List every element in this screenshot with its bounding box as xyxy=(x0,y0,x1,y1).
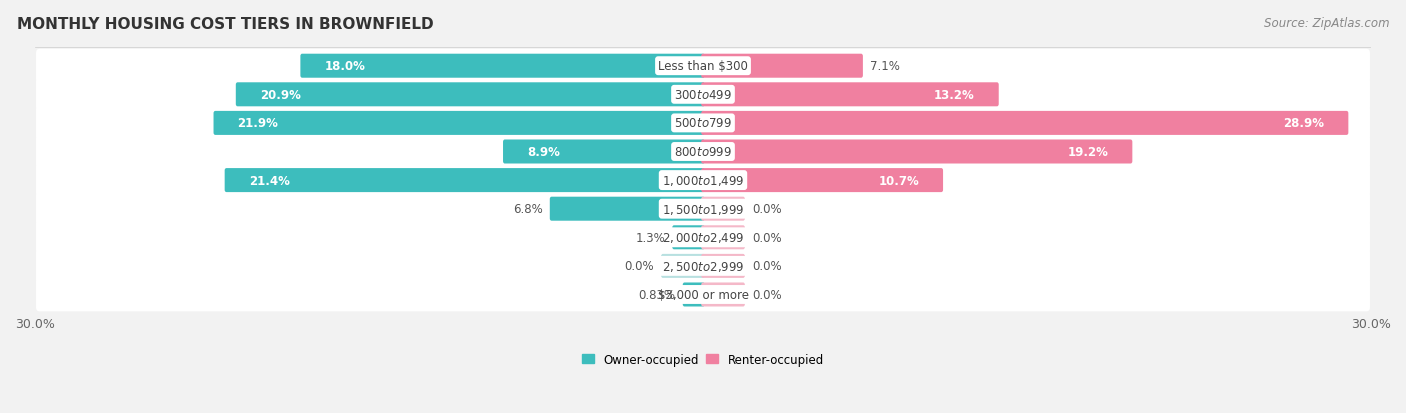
FancyBboxPatch shape xyxy=(683,283,704,307)
FancyBboxPatch shape xyxy=(702,55,863,78)
Text: 28.9%: 28.9% xyxy=(1284,117,1324,130)
FancyBboxPatch shape xyxy=(37,278,1369,311)
FancyBboxPatch shape xyxy=(225,169,704,192)
FancyBboxPatch shape xyxy=(37,221,1369,254)
Text: 7.1%: 7.1% xyxy=(870,60,900,73)
Text: 13.2%: 13.2% xyxy=(934,89,974,102)
Text: $1,500 to $1,999: $1,500 to $1,999 xyxy=(662,202,744,216)
Text: 21.9%: 21.9% xyxy=(238,117,278,130)
Text: 6.8%: 6.8% xyxy=(513,203,543,216)
FancyBboxPatch shape xyxy=(702,226,745,250)
Text: 0.0%: 0.0% xyxy=(624,260,654,273)
Text: 21.4%: 21.4% xyxy=(249,174,290,187)
Text: Less than $300: Less than $300 xyxy=(658,60,748,73)
Text: 0.0%: 0.0% xyxy=(752,203,782,216)
Text: Source: ZipAtlas.com: Source: ZipAtlas.com xyxy=(1264,17,1389,29)
Text: 0.0%: 0.0% xyxy=(752,260,782,273)
FancyBboxPatch shape xyxy=(37,192,1369,226)
FancyBboxPatch shape xyxy=(702,140,1132,164)
Text: $3,000 or more: $3,000 or more xyxy=(658,288,748,301)
Text: 10.7%: 10.7% xyxy=(879,174,920,187)
Text: $2,500 to $2,999: $2,500 to $2,999 xyxy=(662,259,744,273)
Text: $500 to $799: $500 to $799 xyxy=(673,117,733,130)
Text: 0.0%: 0.0% xyxy=(752,231,782,244)
Text: $800 to $999: $800 to $999 xyxy=(673,146,733,159)
FancyBboxPatch shape xyxy=(503,140,704,164)
Text: 20.9%: 20.9% xyxy=(260,89,301,102)
Text: 0.83%: 0.83% xyxy=(638,288,676,301)
Text: $2,000 to $2,499: $2,000 to $2,499 xyxy=(662,231,744,244)
FancyBboxPatch shape xyxy=(672,226,704,250)
FancyBboxPatch shape xyxy=(37,164,1369,197)
FancyBboxPatch shape xyxy=(702,112,1348,135)
FancyBboxPatch shape xyxy=(550,197,704,221)
FancyBboxPatch shape xyxy=(37,78,1369,112)
FancyBboxPatch shape xyxy=(37,135,1369,169)
Text: 0.0%: 0.0% xyxy=(752,288,782,301)
Text: 8.9%: 8.9% xyxy=(527,146,560,159)
FancyBboxPatch shape xyxy=(301,55,704,78)
FancyBboxPatch shape xyxy=(702,283,745,307)
Text: $300 to $499: $300 to $499 xyxy=(673,89,733,102)
FancyBboxPatch shape xyxy=(661,254,704,278)
FancyBboxPatch shape xyxy=(702,254,745,278)
FancyBboxPatch shape xyxy=(702,83,998,107)
Text: MONTHLY HOUSING COST TIERS IN BROWNFIELD: MONTHLY HOUSING COST TIERS IN BROWNFIELD xyxy=(17,17,433,31)
FancyBboxPatch shape xyxy=(37,50,1369,83)
FancyBboxPatch shape xyxy=(214,112,704,135)
FancyBboxPatch shape xyxy=(37,249,1369,283)
Text: $1,000 to $1,499: $1,000 to $1,499 xyxy=(662,174,744,188)
FancyBboxPatch shape xyxy=(702,169,943,192)
FancyBboxPatch shape xyxy=(702,197,745,221)
Text: 1.3%: 1.3% xyxy=(636,231,665,244)
Text: 19.2%: 19.2% xyxy=(1067,146,1108,159)
FancyBboxPatch shape xyxy=(236,83,704,107)
Text: 18.0%: 18.0% xyxy=(325,60,366,73)
Legend: Owner-occupied, Renter-occupied: Owner-occupied, Renter-occupied xyxy=(582,353,824,366)
FancyBboxPatch shape xyxy=(37,107,1369,140)
